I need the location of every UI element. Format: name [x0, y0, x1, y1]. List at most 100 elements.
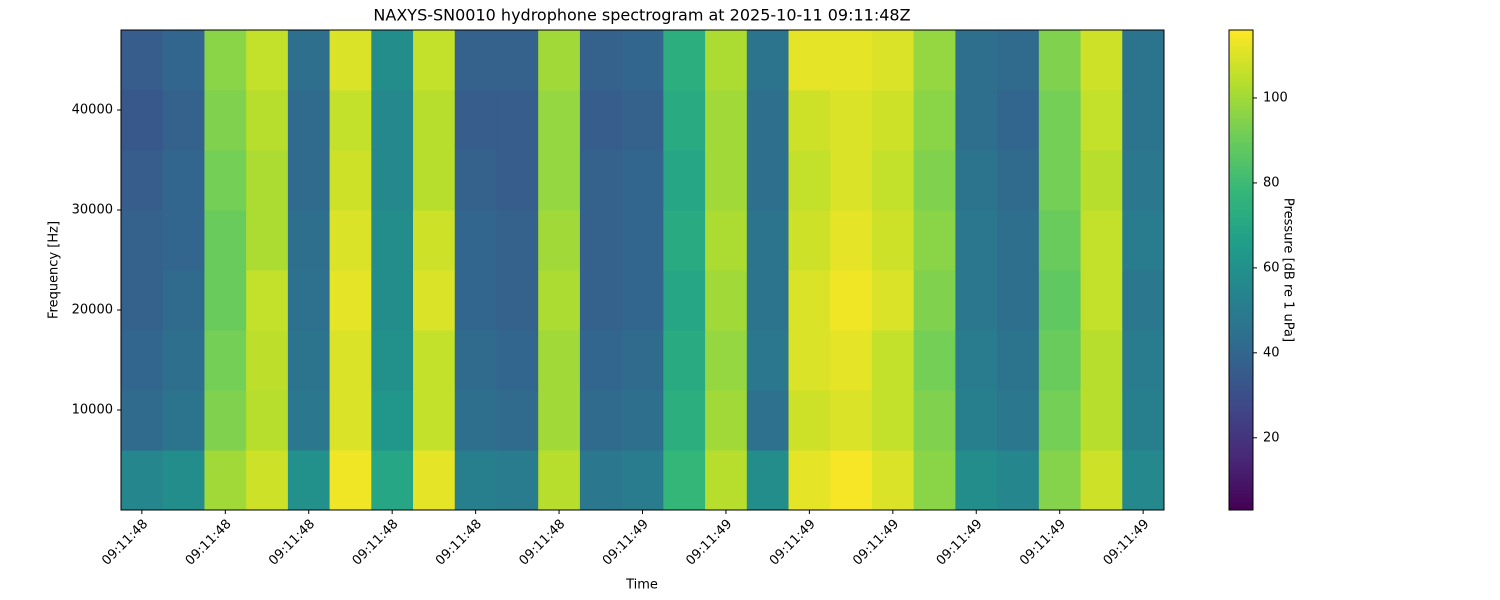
heatmap-cell	[162, 330, 205, 391]
heatmap-cell	[830, 270, 873, 331]
heatmap-cell	[1122, 270, 1164, 331]
heatmap-cell	[121, 90, 164, 151]
heatmap-cell	[162, 450, 205, 510]
heatmap-cell	[1122, 90, 1164, 151]
heatmap-cell	[621, 90, 664, 151]
heatmap-cell	[1080, 90, 1123, 151]
heatmap-cell	[204, 330, 247, 391]
x-tick-label: 09:11:48	[266, 517, 318, 569]
colorbar-step	[1229, 166, 1253, 171]
heatmap-cell	[746, 330, 790, 391]
y-tick-label: 30000	[72, 203, 113, 218]
heatmap-cell	[287, 450, 331, 510]
heatmap-cell	[955, 90, 998, 151]
colorbar-step	[1229, 310, 1253, 315]
heatmap-cell	[204, 210, 247, 271]
heatmap-cell	[913, 150, 956, 211]
colorbar-step	[1229, 450, 1253, 455]
heatmap-cell	[997, 450, 1040, 510]
heatmap-cell	[1080, 270, 1123, 331]
heatmap-cell	[204, 390, 247, 451]
colorbar-step	[1229, 350, 1253, 355]
heatmap-cell	[1038, 270, 1082, 331]
colorbar-step	[1229, 66, 1253, 71]
heatmap-cell	[746, 270, 790, 331]
colorbar-step	[1229, 506, 1253, 511]
colorbar-step	[1229, 286, 1253, 291]
colorbar-step	[1229, 386, 1253, 391]
heatmap-cell	[413, 450, 456, 510]
heatmap-cell	[454, 450, 497, 510]
heatmap-cell	[663, 390, 706, 451]
colorbar-step	[1229, 314, 1253, 319]
colorbar-step	[1229, 226, 1253, 231]
heatmap-cell	[663, 90, 706, 151]
heatmap-cell	[162, 210, 205, 271]
heatmap-cell	[1038, 390, 1082, 451]
heatmap-cell	[663, 210, 706, 271]
colorbar-step	[1229, 126, 1253, 131]
heatmap-cell	[329, 330, 372, 391]
colorbar-step	[1229, 242, 1253, 247]
colorbar-step	[1229, 370, 1253, 375]
heatmap-cell	[955, 390, 998, 451]
colorbar-step	[1229, 414, 1253, 419]
colorbar-step	[1229, 194, 1253, 199]
heatmap-cell	[1080, 150, 1123, 211]
colorbar-step	[1229, 122, 1253, 127]
heatmap-cell	[454, 270, 497, 331]
colorbar-step	[1229, 322, 1253, 327]
heatmap-cell	[496, 30, 539, 91]
heatmap-cell	[830, 90, 873, 151]
colorbar-step	[1229, 190, 1253, 195]
heatmap-cell	[496, 210, 539, 271]
heatmap-cell	[538, 30, 581, 91]
heatmap-cell	[788, 450, 831, 510]
colorbar-frame	[1228, 29, 1254, 511]
colorbar-step	[1229, 482, 1253, 487]
colorbar-step	[1229, 354, 1253, 359]
heatmap-cell	[830, 30, 873, 91]
colorbar-step	[1229, 94, 1253, 99]
colorbar-step	[1229, 50, 1253, 55]
heatmap-cell	[955, 30, 998, 91]
colorbar-step	[1229, 46, 1253, 51]
colorbar-step	[1229, 358, 1253, 363]
colorbar-step	[1229, 102, 1253, 107]
heatmap-cell	[371, 210, 414, 271]
heatmap-cell	[121, 270, 164, 331]
heatmap-cell	[663, 150, 706, 211]
colorbar-step	[1229, 418, 1253, 423]
heatmap-cell	[997, 390, 1040, 451]
colorbar-step	[1229, 234, 1253, 239]
x-tick-label: 09:11:49	[1017, 517, 1069, 569]
colorbar-step	[1229, 214, 1253, 219]
colorbar-step	[1229, 262, 1253, 267]
colorbar-step	[1229, 422, 1253, 427]
colorbar-step	[1229, 130, 1253, 135]
colorbar-step	[1229, 362, 1253, 367]
heatmap-cell	[746, 90, 790, 151]
heatmap-cell	[788, 270, 831, 331]
colorbar-step	[1229, 186, 1253, 191]
colorbar-step	[1229, 146, 1253, 151]
x-tick-label: 09:11:48	[183, 517, 235, 569]
colorbar-step	[1229, 42, 1253, 47]
heatmap-cell	[121, 30, 164, 91]
heatmap-cell	[913, 30, 956, 91]
heatmap-cell	[705, 450, 748, 510]
heatmap-cell	[1080, 30, 1123, 91]
heatmap-cell	[913, 390, 956, 451]
colorbar-step	[1229, 474, 1253, 479]
colorbar-step	[1229, 70, 1253, 75]
chart-title: NAXYS-SN0010 hydrophone spectrogram at 2…	[373, 6, 910, 25]
heatmap-cell	[663, 270, 706, 331]
heatmap-cell	[246, 90, 289, 151]
heatmap-cell	[496, 150, 539, 211]
heatmap-cell	[746, 210, 790, 271]
heatmap-cell	[997, 30, 1040, 91]
heatmap-cell	[371, 30, 414, 91]
heatmap-cell	[413, 210, 456, 271]
heatmap-cell	[788, 330, 831, 391]
heatmap-cell	[788, 210, 831, 271]
